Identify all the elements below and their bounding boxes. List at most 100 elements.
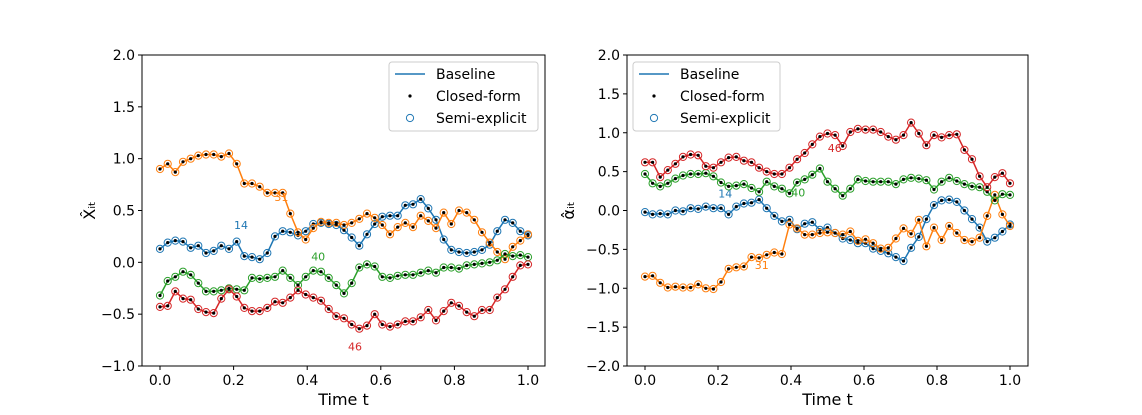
right-closed-form-point-31: [757, 256, 761, 260]
right-closed-form-point-40: [681, 173, 685, 178]
right-closed-form-point-40: [810, 173, 814, 177]
left-closed-form-point-31: [166, 162, 170, 166]
right-semi-explicit-point-46: [755, 163, 764, 172]
left-semi-explicit-point-46: [163, 301, 172, 310]
right-closed-form-point-40: [917, 177, 921, 181]
left-closed-form-point-46: [480, 308, 484, 312]
right-closed-form-point-14: [757, 198, 761, 202]
right-closed-form-point-31: [940, 238, 944, 242]
left-closed-form-point-40: [265, 276, 269, 280]
right-closed-form-point-31: [689, 285, 693, 290]
right-series-31: 31: [640, 190, 1015, 294]
left-semi-explicit-point-31: [493, 247, 502, 257]
left-semi-explicit-point-14: [516, 227, 525, 236]
left-semi-explicit-point-31: [401, 218, 410, 227]
right-semi-explicit-point-46: [678, 152, 688, 161]
left-closed-form-point-46: [219, 297, 223, 301]
left-semi-explicit-point-31: [462, 208, 471, 217]
left-x-tick-label: 0.2: [222, 373, 244, 389]
right-closed-form-point-31: [955, 231, 959, 235]
right-semi-explicit-point-40: [785, 189, 794, 198]
right-closed-form-point-31: [985, 214, 989, 218]
left-closed-form-point-31: [319, 220, 323, 224]
right-semi-explicit-point-46: [663, 166, 672, 175]
right-closed-form-point-40: [787, 191, 792, 195]
left-closed-form-point-46: [357, 327, 361, 331]
right-semi-explicit-point-14: [967, 215, 977, 224]
left-closed-form-point-14: [411, 202, 415, 206]
left-semi-explicit-point-40: [485, 258, 494, 267]
right-closed-form-point-31: [886, 246, 890, 250]
right-closed-form-point-40: [924, 178, 929, 182]
right-closed-form-point-40: [803, 177, 807, 181]
left-closed-form-point-14: [242, 254, 246, 258]
left-closed-form-point-14: [357, 244, 361, 248]
left-closed-form-point-31: [273, 191, 277, 195]
right-semi-explicit-point-40: [990, 196, 999, 205]
right-series-14: 14: [640, 187, 1015, 266]
left-semi-explicit-point-46: [324, 304, 333, 314]
left-semi-explicit-point-46: [201, 308, 211, 317]
left-y-axis-label: X̂ᵢₜ: [80, 201, 99, 220]
right-closed-form-point-31: [673, 285, 678, 289]
left-semi-explicit-point-40: [301, 272, 310, 281]
right-closed-form-point-46: [993, 175, 997, 179]
left-closed-form-point-31: [388, 232, 392, 236]
right-semi-explicit-point-31: [922, 242, 931, 251]
right-closed-form-point-40: [947, 176, 951, 180]
left-closed-form-point-31: [334, 221, 338, 225]
left-semi-explicit-point-31: [163, 159, 172, 168]
left-semi-explicit-point-14: [347, 233, 356, 242]
right-closed-form-point-46: [1000, 171, 1005, 175]
right-closed-form-point-14: [765, 206, 769, 210]
left-semi-explicit-point-40: [385, 273, 395, 282]
left-semi-explicit-point-40: [255, 274, 264, 283]
right-semi-explicit-point-40: [739, 180, 749, 189]
right-closed-form-point-46: [863, 128, 868, 132]
left-semi-explicit-point-40: [186, 270, 195, 279]
left-closed-form-point-40: [242, 288, 246, 292]
left-semi-explicit-point-40: [247, 273, 257, 282]
left-closed-form-point-31: [526, 232, 530, 236]
left-closed-form-point-46: [503, 287, 507, 291]
right-closed-form-point-31: [666, 285, 670, 290]
left-semi-explicit-point-46: [477, 305, 487, 315]
left-semi-explicit-point-14: [439, 235, 448, 244]
left-series-label-31: 31: [274, 191, 288, 204]
left-semi-explicit-point-40: [201, 287, 211, 296]
left-closed-form-point-46: [396, 322, 400, 327]
left-closed-form-point-46: [227, 287, 231, 291]
right-semi-explicit-point-46: [762, 167, 771, 176]
left-semi-explicit-point-40: [278, 266, 287, 275]
left-x-axis-label: Time t: [317, 390, 369, 409]
right-closed-form-point-31: [696, 282, 700, 286]
left-semi-explicit-point-14: [286, 228, 295, 237]
left-closed-form-point-40: [327, 276, 331, 280]
right-closed-form-point-40: [658, 184, 662, 188]
right-closed-form-point-46: [772, 172, 776, 176]
left-semi-explicit-point-46: [270, 297, 280, 306]
left-closed-form-point-46: [258, 309, 262, 313]
right-legend-closed-form-marker: [652, 94, 656, 98]
left-semi-explicit-point-31: [270, 188, 280, 197]
left-semi-explicit-point-31: [178, 157, 188, 166]
left-legend-semi-explicit-marker: [405, 113, 415, 123]
right-series-label-46: 46: [828, 142, 842, 155]
left-semi-explicit-point-31: [355, 214, 364, 223]
left-closed-form-point-40: [396, 274, 400, 278]
left-series-40: 40: [155, 249, 533, 300]
left-semi-explicit-point-31: [447, 219, 456, 229]
left-semi-explicit-point-14: [163, 238, 172, 247]
left-legend-box: [388, 61, 539, 132]
left-legend-closed-form-label: Closed-form: [436, 89, 521, 105]
left-y-tick-label: −1.0: [101, 359, 135, 375]
left-semi-explicit-point-14: [401, 201, 410, 210]
left-semi-explicit-point-40: [393, 271, 402, 280]
right-closed-form-point-31: [871, 241, 875, 245]
right-closed-form-point-31: [863, 237, 868, 241]
left-semi-explicit-point-46: [263, 303, 272, 312]
left-closed-form-point-40: [173, 275, 177, 279]
right-y-tick-label: 0.0: [598, 204, 620, 220]
left-closed-form-point-46: [242, 306, 246, 310]
